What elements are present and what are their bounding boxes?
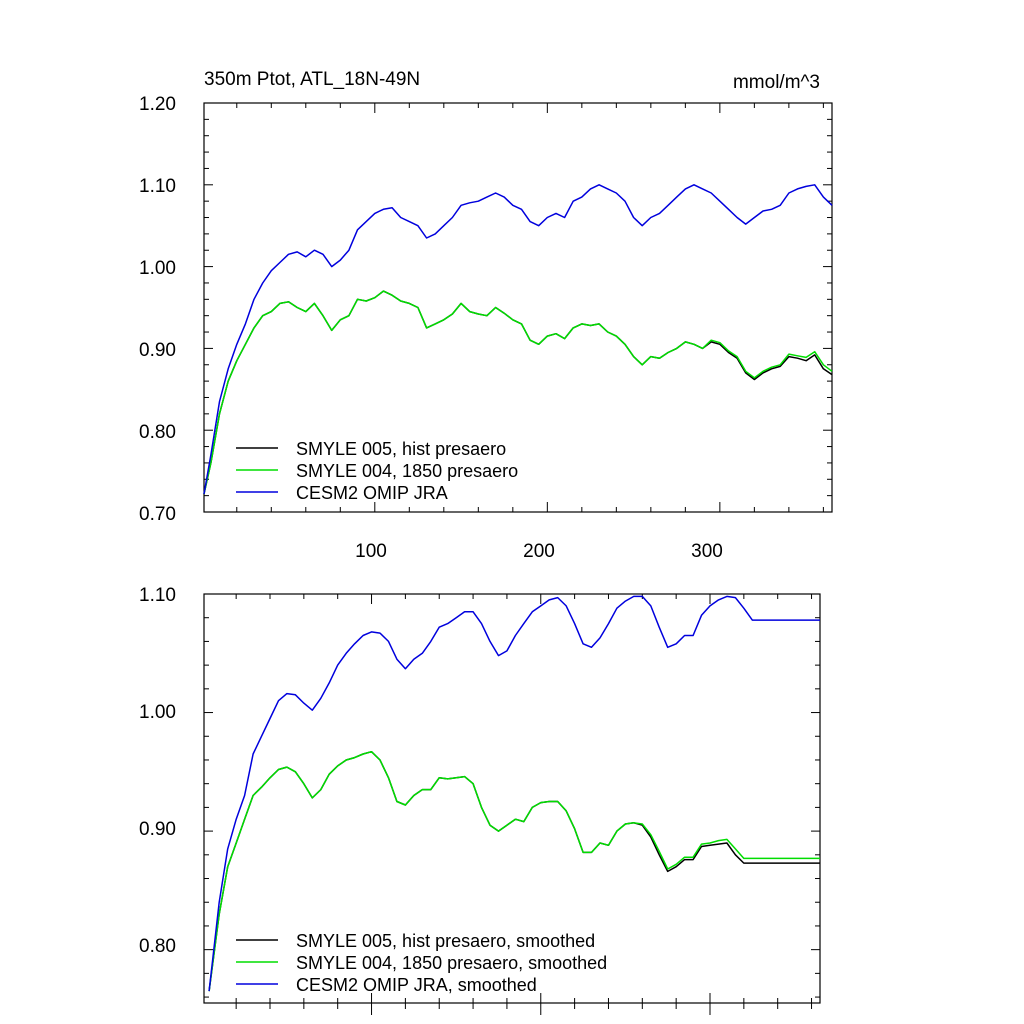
plot-frame-top [203,102,833,513]
series-line-bottom-pre1850 [208,750,820,992]
y-tick-labels-bottom: 1.10 1.00 0.90 0.80 [139,585,176,957]
y-tick-label-1-00-b: 1.00 [139,702,176,723]
legend-label-hist-smoothed: SMYLE 005, hist presaero, smoothed [296,931,595,951]
series-group-top [203,184,833,495]
legend-label-1850: SMYLE 004, 1850 presaero [296,461,518,481]
plot-frame-bottom [203,593,821,1004]
y-tick-labels-top: 1.20 1.10 1.00 0.90 0.80 0.70 [139,94,176,525]
y-tick-label-1-10-b: 1.10 [139,585,176,606]
legend-bottom: SMYLE 005, hist presaero, smoothed SMYLE… [236,931,607,995]
y-tick-label-0-80: 0.80 [139,422,176,443]
x-tick-label-100: 100 [355,541,387,562]
legend-top: SMYLE 005, hist presaero SMYLE 004, 1850… [236,439,518,503]
chart-title: 350m Ptot, ATL_18N-49N [204,69,420,90]
x-tick-labels-top: 100 200 300 [355,541,723,562]
y-tick-label-0-80-b: 0.80 [139,936,176,957]
panel-top: 350m Ptot, ATL_18N-49N mmol/m^3 1.20 1.1… [139,69,833,562]
series-line-bottom-omip [208,595,820,992]
panel-bottom: 1.10 1.00 0.90 0.80 SMYLE 005, hist pres… [139,585,821,1015]
tick-marks-bottom [204,593,820,1015]
x-tick-label-200: 200 [523,541,555,562]
series-line-top-pre1850 [203,290,833,495]
y-tick-label-1-20: 1.20 [139,94,176,115]
y-tick-label-1-00: 1.00 [139,258,176,279]
legend-label-1850-smoothed: SMYLE 004, 1850 presaero, smoothed [296,953,607,973]
tick-marks-top [204,102,832,513]
y-tick-label-0-90: 0.90 [139,340,176,361]
series-line-top-omip [203,184,833,495]
legend-label-omip-smoothed: CESM2 OMIP JRA, smoothed [296,975,537,995]
y-tick-label-0-90-b: 0.90 [139,819,176,840]
y-tick-label-0-70: 0.70 [139,504,176,525]
legend-label-omip: CESM2 OMIP JRA [296,483,448,503]
legend-label-hist: SMYLE 005, hist presaero [296,439,506,459]
series-group-bottom [208,595,820,992]
x-tick-label-300: 300 [691,541,723,562]
y-tick-label-1-10: 1.10 [139,176,176,197]
units-label: mmol/m^3 [733,72,820,93]
